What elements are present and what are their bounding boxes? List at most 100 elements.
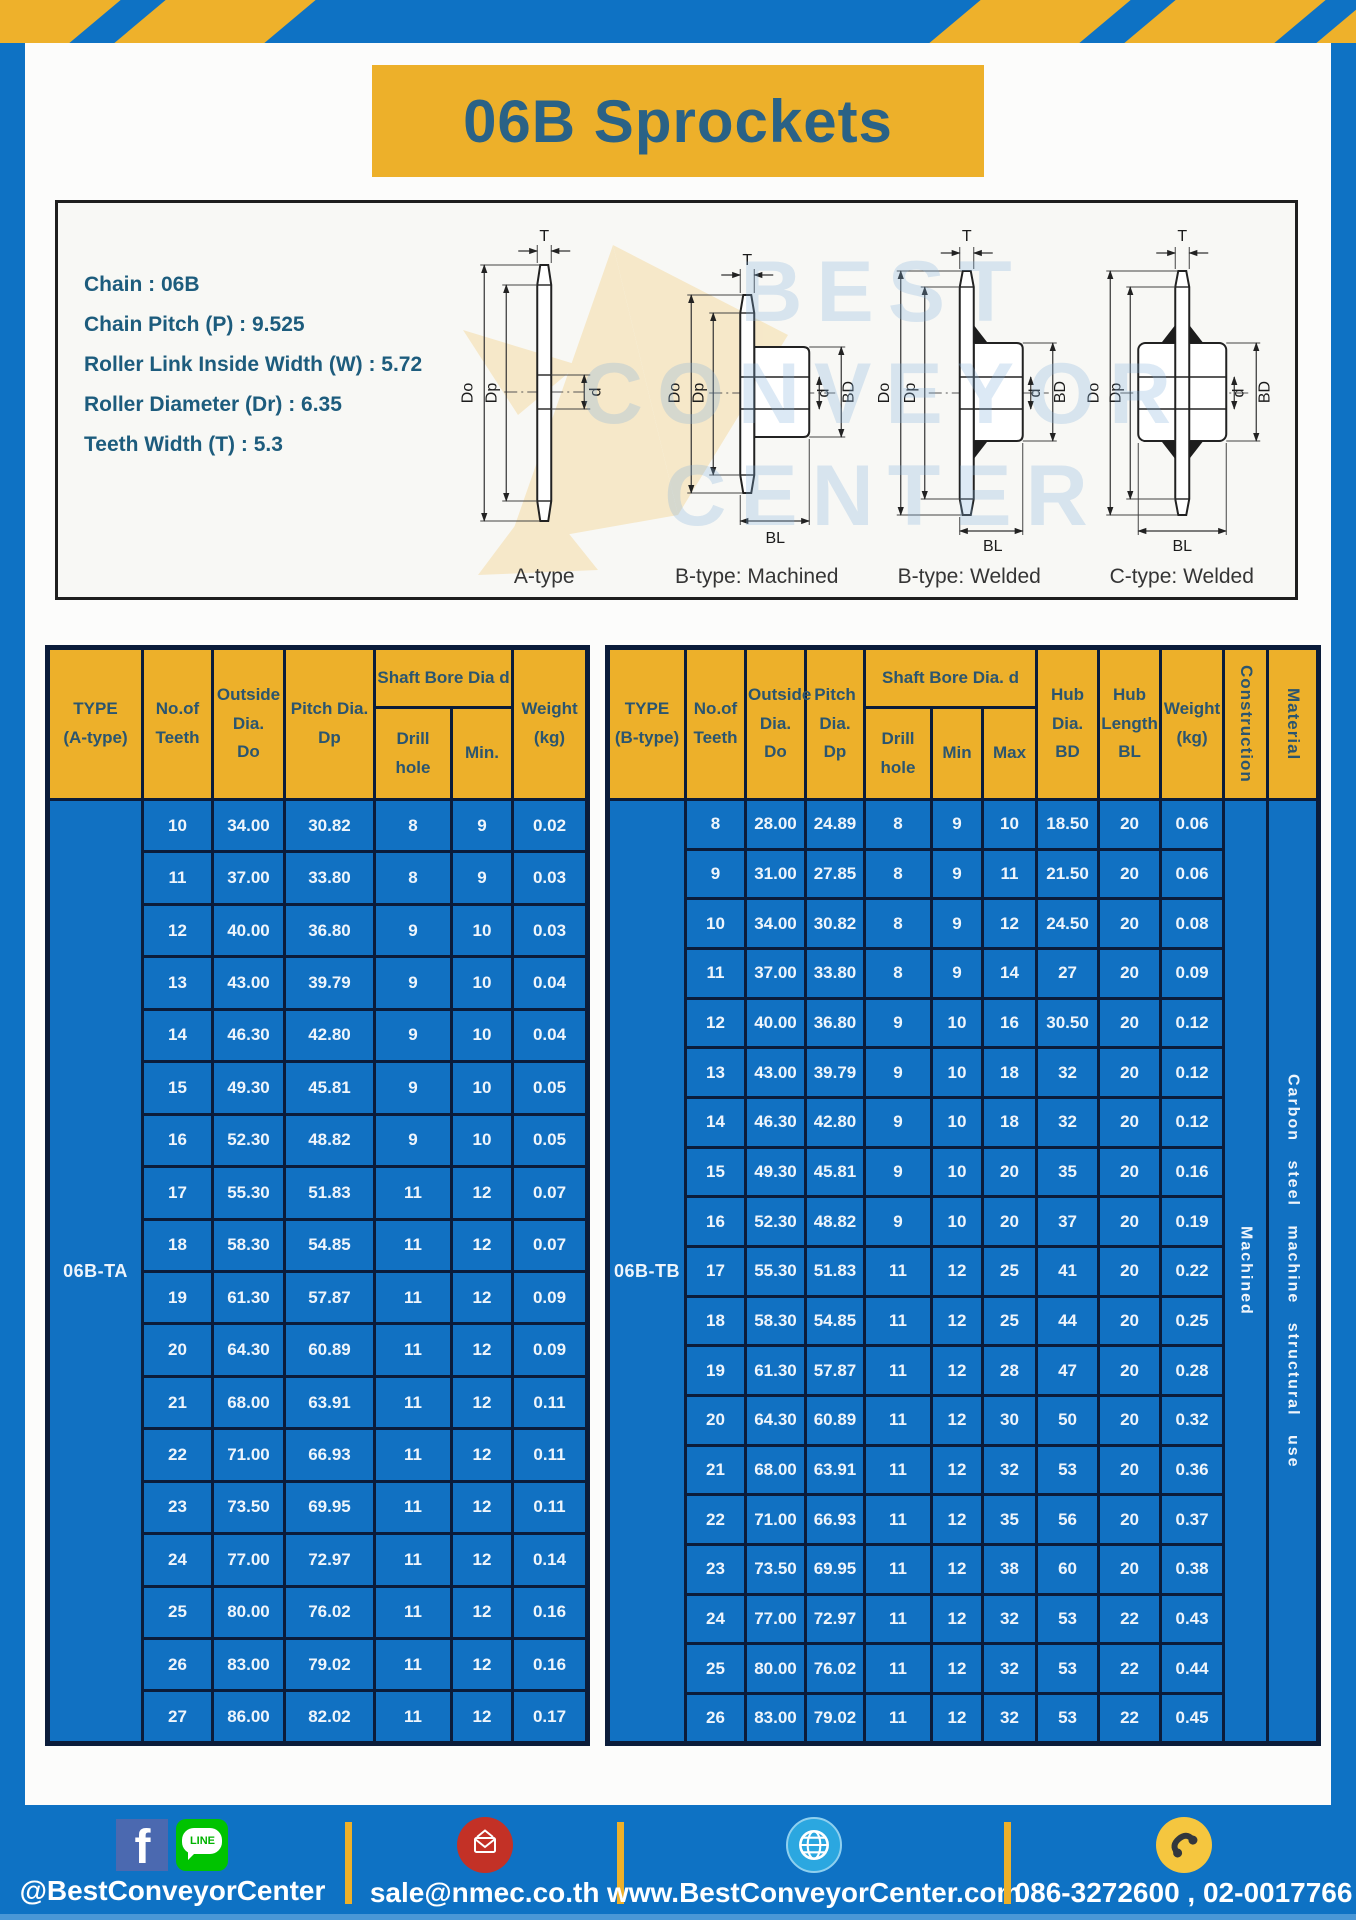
footer-phone-section: 086-3272600 , 02-0017766 [1011,1805,1356,1920]
table-cell: 24.50 [1035,897,1101,951]
table-cell: 20 [141,1322,214,1378]
table-row: 12 40.00 36.80 9 10 0.03 [48,902,589,959]
table-cell: 40.00 [744,996,807,1050]
table-cell: 32 [1035,1046,1101,1100]
table-cell: 60.89 [283,1322,376,1378]
table-cell: 26 [141,1636,214,1693]
social-handle: @BestConveyorCenter [19,1874,326,1906]
table-cell: 0.02 [511,797,589,854]
table-cell: 48.82 [804,1195,866,1249]
table-cell: 9 [863,1096,933,1149]
table-row: 22 71.00 66.93 11 12 0.11 [48,1427,589,1483]
sprocket-drawings: T Do Dp d A-type [438,209,1288,595]
table-cell: 0.16 [1159,1145,1226,1199]
table-cell: 11 [863,1592,933,1646]
table-cell: 12 [930,1592,984,1646]
footer-email-section: sale@nmec.co.th [352,1805,617,1920]
table-cell: 36.80 [804,996,866,1050]
svg-text:BL: BL [1172,538,1192,555]
email-address: sale@nmec.co.th [369,1876,600,1908]
table-row: 20 64.30 60.89 11 12 30 50 20 0.32 [608,1394,1319,1447]
table-cell: 33.80 [283,850,376,906]
table-row: 13 43.00 39.79 9 10 18 32 20 0.12 [608,1046,1319,1100]
table-cell: 53 [1035,1443,1101,1497]
table-row: 26 83.00 79.02 11 12 32 53 22 0.45 [608,1692,1319,1745]
table-cell: 0.14 [511,1532,589,1588]
table-cell: 23 [684,1543,747,1596]
table-cell: 10 [930,1195,984,1249]
footer-divider [1004,1821,1012,1904]
table-cell: 60 [1035,1543,1101,1596]
table-cell: 12 [930,1344,984,1398]
table-cell: 11 [863,1294,933,1348]
table-cell: 10 [450,1060,514,1116]
table-cell: 0.16 [511,1636,589,1693]
table-cell: 10 [930,996,984,1050]
table-cell: 12 [930,1245,984,1298]
table-cell: 44 [1035,1294,1101,1348]
table-cell: 20 [1097,1195,1163,1249]
table-cell: 12 [930,1642,984,1696]
table-cell: 10 [930,1145,984,1199]
table-row: 12 40.00 36.80 9 10 16 30.50 20 0.12 [608,996,1319,1050]
table-cell: 11 [373,1479,453,1536]
table-cell: 9 [373,1060,453,1116]
figure-c-type-welded: T Do Dp d BD [1076,209,1289,595]
table-row: 25 80.00 76.02 11 12 32 53 22 0.44 [608,1642,1319,1696]
table-cell: 0.36 [1159,1443,1226,1497]
table-cell: 9 [930,897,984,951]
table-cell: 9 [450,797,514,854]
table-cell: 14 [141,1007,214,1064]
header-min-b: Min [930,706,984,801]
b-type-welded-drawing: T Do Dp d BD [876,228,1069,555]
table-row: 14 46.30 42.80 9 10 0.04 [48,1007,589,1064]
table-row: 19 61.30 57.87 11 12 0.09 [48,1269,589,1326]
table-cell: 22 [1097,1592,1163,1646]
figure-a-type: T Do Dp d A-type [438,209,651,595]
table-cell: 18 [684,1294,747,1348]
table-cell: 39.79 [804,1046,866,1100]
header-teeth-a: No.of Teeth [141,646,214,801]
table-cell: 37.00 [211,850,286,906]
stripe [0,0,128,43]
table-cell: 12 [450,1584,514,1641]
header-hub-dia-b: Hub Dia. BD [1035,646,1101,801]
table-cell: 57.87 [283,1269,376,1326]
table-cell: 30.82 [283,797,376,854]
table-row: 17 55.30 51.83 11 12 25 41 20 0.22 [608,1245,1319,1298]
table-cell: 0.05 [511,1112,589,1169]
svg-text:Do: Do [666,383,683,404]
header-drill-hole-a: Drill hole [373,706,453,801]
table-cell: 10 [450,902,514,959]
table-cell: 20 [1097,1294,1163,1348]
table-cell: 12 [684,996,747,1050]
table-cell: 8 [863,897,933,951]
table-cell: 28 [980,1344,1039,1398]
table-cell: 0.11 [511,1427,589,1483]
table-cell: 20 [980,1195,1039,1249]
table-row: 19 61.30 57.87 11 12 28 47 20 0.28 [608,1344,1319,1398]
table-cell: 72.97 [804,1592,866,1646]
table-cell: 45.81 [804,1145,866,1199]
table-cell: 12 [450,1374,514,1431]
table-cell: 80.00 [211,1584,286,1641]
table-cell: 9 [684,847,747,901]
table-cell: 66.93 [804,1493,866,1547]
table-cell: 20 [980,1145,1039,1199]
table-cell: 83.00 [211,1636,286,1693]
spec-line: Chain Pitch (P) : 9.525 [84,313,305,336]
header-shaft-bore-b: Shaft Bore Dia. d [862,646,1039,709]
table-cell: 24 [684,1592,747,1646]
table-cell: 18 [980,1096,1039,1149]
figure-caption: B-type: Machined [675,565,839,588]
table-cell: 9 [373,1007,453,1064]
table-cell: 39.79 [283,955,376,1011]
svg-text:BL: BL [765,530,785,547]
table-cell: 86.00 [211,1689,286,1745]
table-cell: 0.45 [1159,1692,1226,1745]
table-cell: 10 [930,1046,984,1100]
table-row: 15 49.30 45.81 9 10 0.05 [48,1060,589,1116]
svg-text:BD: BD [1256,381,1273,403]
phone-numbers: 086-3272600 , 02-0017766 [1014,1876,1353,1908]
table-cell: 9 [373,902,453,959]
